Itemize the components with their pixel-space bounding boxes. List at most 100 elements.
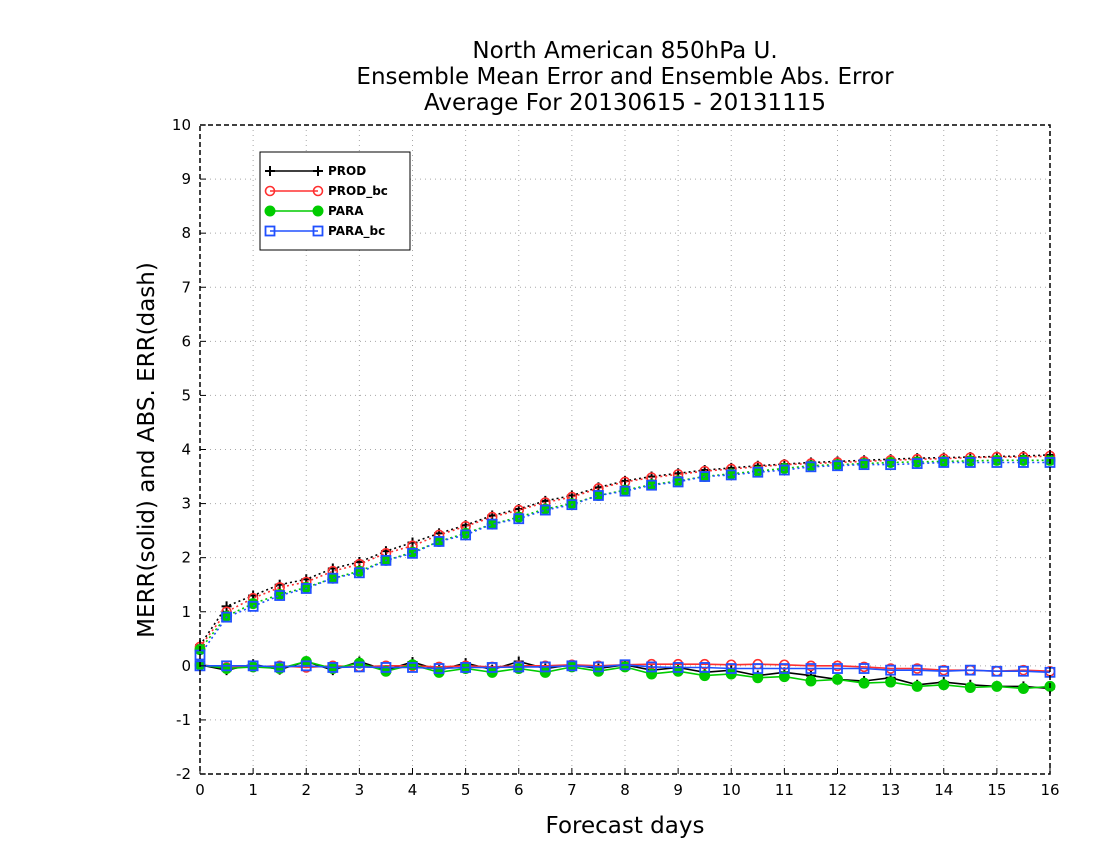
series-para_bc-abs-err-point	[433, 536, 445, 547]
x-tick-label: 10	[722, 781, 741, 799]
series-para_bc-merr-point	[725, 663, 737, 674]
series-para_bc-abs-err-point	[911, 458, 923, 469]
series-para_bc-merr-point	[380, 662, 392, 673]
legend-label: PROD	[328, 164, 366, 178]
x-tick-label: 0	[195, 781, 205, 799]
x-tick-label: 9	[673, 781, 683, 799]
x-tick-label: 7	[567, 781, 577, 799]
chart-title: North American 850hPa U. Ensemble Mean E…	[356, 38, 894, 116]
x-tick-label: 11	[775, 781, 794, 799]
x-tick-label: 2	[301, 781, 311, 799]
series-para_bc-merr-point	[858, 663, 870, 674]
title-line-3: Average For 20130615 - 20131115	[424, 90, 826, 116]
series-para-merr-point	[911, 680, 923, 692]
series-para_bc	[194, 457, 1056, 678]
y-tick-label: 3	[181, 495, 191, 513]
series-para_bc-merr-point	[486, 662, 498, 673]
series-para-abs-err-point	[1017, 454, 1029, 466]
y-tick-label: 10	[172, 116, 191, 134]
y-tick-label: 0	[181, 657, 191, 675]
series-para_bc-abs-err-point	[380, 554, 392, 566]
series-para-merr-point	[832, 673, 843, 685]
series-para_bc-merr-point	[832, 663, 843, 674]
series-para_bc-merr-point	[672, 662, 684, 673]
y-tick-label: 8	[181, 224, 191, 242]
legend-swatch-marker	[264, 225, 276, 237]
series-para_bc-merr-point	[513, 661, 525, 673]
title-line-2: Ensemble Mean Error and Ensemble Abs. Er…	[356, 64, 894, 90]
x-tick-label: 15	[987, 781, 1006, 799]
series-para_bc-merr-line	[200, 663, 1051, 674]
x-tick-label: 6	[514, 781, 524, 799]
series-para-merr-point	[539, 666, 551, 678]
series-para_bc-merr-point	[964, 664, 976, 676]
series-para_bc-abs-err-point	[300, 583, 312, 594]
legend-label: PROD_bc	[328, 184, 388, 199]
series-para-merr-point	[885, 676, 897, 688]
legend-label: PARA	[328, 204, 364, 218]
series-para_bc-merr-point	[433, 663, 445, 674]
y-tick-label: 7	[181, 278, 191, 296]
x-tick-label: 12	[828, 781, 847, 799]
y-tick-label: 6	[181, 332, 191, 350]
legend-entry-para_bc: PARA_bc	[264, 224, 385, 239]
legend-entry-para: PARA	[264, 204, 364, 218]
x-tick-label: 5	[461, 781, 471, 799]
series-para-abs-err-point	[433, 535, 445, 547]
y-tick-label: -1	[176, 711, 191, 729]
y-tick-label: 4	[181, 441, 191, 459]
series-para-merr-point	[1017, 683, 1029, 695]
series-para_bc-abs-err-point	[274, 590, 286, 601]
x-tick-label: 14	[934, 781, 953, 799]
y-tick-label: -2	[176, 765, 191, 783]
series-para_bc-abs-err-point	[885, 459, 897, 471]
series-para-merr-point	[646, 668, 658, 680]
series-para_bc-abs-err-point	[353, 567, 365, 579]
x-tick-label: 13	[881, 781, 900, 799]
series-para_bc-abs-err-point	[858, 459, 870, 471]
series-para_bc-merr-point	[274, 661, 286, 673]
legend-swatch-marker	[312, 205, 324, 217]
series-para_bc-abs-err-point	[221, 611, 232, 623]
title-line-1: North American 850hPa U.	[472, 38, 777, 64]
series-para_bc-abs-err-point	[699, 471, 711, 482]
series-para_bc-abs-err-point	[407, 547, 418, 559]
series-para_bc-abs-err-point	[805, 461, 817, 473]
x-tick-label: 4	[408, 781, 418, 799]
y-tick-label: 2	[181, 549, 191, 567]
series-para_bc-merr-point	[247, 660, 259, 672]
series-para_bc-abs-err-point	[513, 513, 525, 525]
legend-entry-prod_bc: PROD_bc	[264, 184, 388, 199]
legend-swatch-marker	[264, 185, 276, 197]
series-para_bc-abs-err-point	[486, 518, 498, 530]
series-para-abs-err-point	[486, 518, 498, 530]
series-para_bc-abs-err-point	[672, 476, 684, 488]
series-para_bc-merr-point	[593, 661, 604, 673]
series-para_bc-abs-err-point	[938, 457, 950, 468]
series-para_bc-merr-point	[353, 661, 365, 673]
series-para-abs-err-point	[885, 456, 897, 468]
series-para_bc-abs-err-point	[247, 600, 259, 612]
legend-entry-prod: PROD	[265, 164, 366, 178]
series-para_bc-merr-point	[752, 663, 764, 674]
series-para-merr-point	[991, 680, 1003, 692]
series-para-merr-point	[805, 675, 817, 687]
x-tick-label: 1	[248, 781, 258, 799]
series-para_bc-merr-point	[646, 661, 657, 673]
series-para_bc-abs-err-point	[327, 572, 339, 584]
y-axis-label: MERR(solid) and ABS. ERR(dash)	[134, 262, 160, 638]
series-para-abs-err-point	[327, 572, 339, 584]
series-para-merr-point	[619, 661, 631, 673]
legend-swatch-marker	[313, 166, 323, 176]
series-para_bc-abs-err-point	[778, 464, 790, 476]
legend-swatch-marker	[264, 205, 276, 217]
series-para_bc-merr-point	[1018, 665, 1029, 677]
series-para_bc-abs-err-point	[619, 485, 631, 497]
x-tick-label: 8	[620, 781, 630, 799]
series-para-merr-point	[725, 668, 737, 680]
series-para-abs-err-point	[991, 454, 1003, 466]
legend: PROD PROD_bc PARA PARA_bc	[259, 151, 411, 251]
series-para-merr-point	[778, 671, 790, 683]
y-tick-label: 1	[181, 603, 191, 621]
series-para_bc-abs-err-point	[593, 490, 604, 501]
